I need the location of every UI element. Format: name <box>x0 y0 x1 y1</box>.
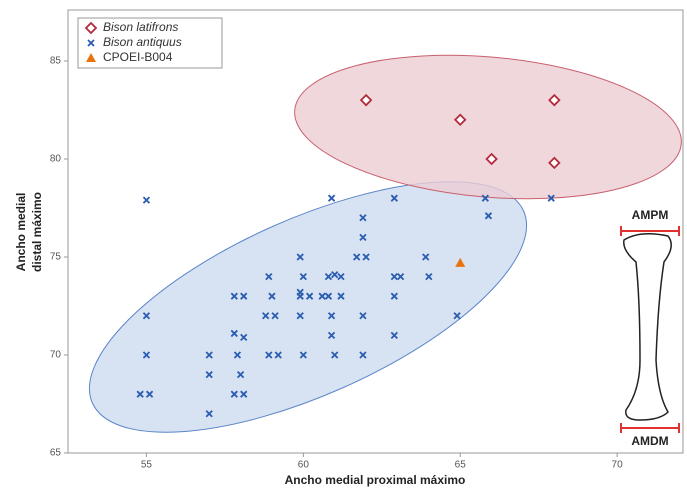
legend-marker <box>84 21 98 35</box>
legend-label: Bison antiquus <box>103 35 182 49</box>
legend-marker <box>87 39 95 47</box>
point <box>359 233 367 242</box>
point <box>331 351 339 359</box>
point <box>396 272 405 281</box>
point <box>265 272 273 281</box>
point <box>136 390 144 398</box>
point <box>205 410 213 418</box>
point <box>296 292 304 300</box>
point <box>455 257 466 267</box>
point <box>230 390 238 398</box>
point <box>236 370 245 379</box>
point <box>453 113 467 127</box>
point <box>296 312 304 320</box>
point <box>390 194 398 202</box>
point <box>484 212 493 220</box>
y-tick-label: 65 <box>50 448 62 459</box>
point <box>268 292 276 300</box>
point <box>145 390 154 398</box>
point <box>299 351 307 359</box>
point <box>240 333 248 341</box>
point <box>205 351 213 359</box>
annotation: AMPM <box>632 208 669 222</box>
legend-marker <box>86 53 96 62</box>
point <box>422 253 430 261</box>
point <box>359 214 367 222</box>
point <box>327 331 336 340</box>
point <box>362 253 370 261</box>
x-axis-label: Ancho medial proximal máximo <box>285 473 466 487</box>
point <box>305 292 314 300</box>
point <box>265 351 273 359</box>
point <box>233 351 242 359</box>
point <box>548 156 561 170</box>
point <box>318 292 326 300</box>
latifrons-ellipse <box>294 54 682 200</box>
point <box>274 351 282 359</box>
point <box>548 93 561 107</box>
x-tick-label: 70 <box>612 460 624 471</box>
annotation: AMDM <box>631 434 668 448</box>
x-tick-label: 55 <box>141 460 153 471</box>
point <box>205 370 213 379</box>
y-tick-label: 85 <box>50 56 62 67</box>
point <box>324 292 333 300</box>
y-tick-label: 80 <box>50 154 62 165</box>
point <box>299 272 307 281</box>
point <box>331 270 339 279</box>
point <box>324 272 333 281</box>
point <box>296 253 304 261</box>
legend-label: CPOEI-B004 <box>103 50 173 64</box>
point <box>485 152 498 166</box>
point <box>262 312 270 320</box>
point <box>142 196 151 204</box>
x-tick-label: 60 <box>298 460 310 471</box>
bone-illustration <box>620 226 680 433</box>
point <box>230 292 238 300</box>
legend <box>77 17 223 69</box>
antiquus-ellipse <box>88 181 528 433</box>
legend-label: Bison latifrons <box>103 20 178 34</box>
point <box>353 253 361 261</box>
x-tick-label: 65 <box>455 460 467 471</box>
point <box>327 312 336 320</box>
point <box>390 272 398 281</box>
point <box>142 312 151 320</box>
point <box>337 292 345 300</box>
point <box>425 272 433 281</box>
y-axis-label: distal máximo <box>30 192 44 272</box>
point <box>547 194 555 202</box>
point <box>240 390 248 398</box>
point <box>337 272 345 281</box>
y-axis-label: Ancho medial <box>14 193 28 272</box>
point <box>142 351 151 359</box>
y-tick-label: 75 <box>50 252 62 263</box>
point <box>359 312 367 320</box>
point <box>359 351 367 359</box>
point <box>453 312 461 320</box>
point <box>327 194 336 202</box>
point <box>230 329 238 338</box>
point <box>481 194 489 202</box>
point <box>390 331 398 340</box>
point <box>359 93 373 107</box>
point <box>271 312 279 320</box>
point <box>390 292 398 300</box>
y-tick-label: 70 <box>50 350 62 361</box>
point <box>240 292 248 300</box>
